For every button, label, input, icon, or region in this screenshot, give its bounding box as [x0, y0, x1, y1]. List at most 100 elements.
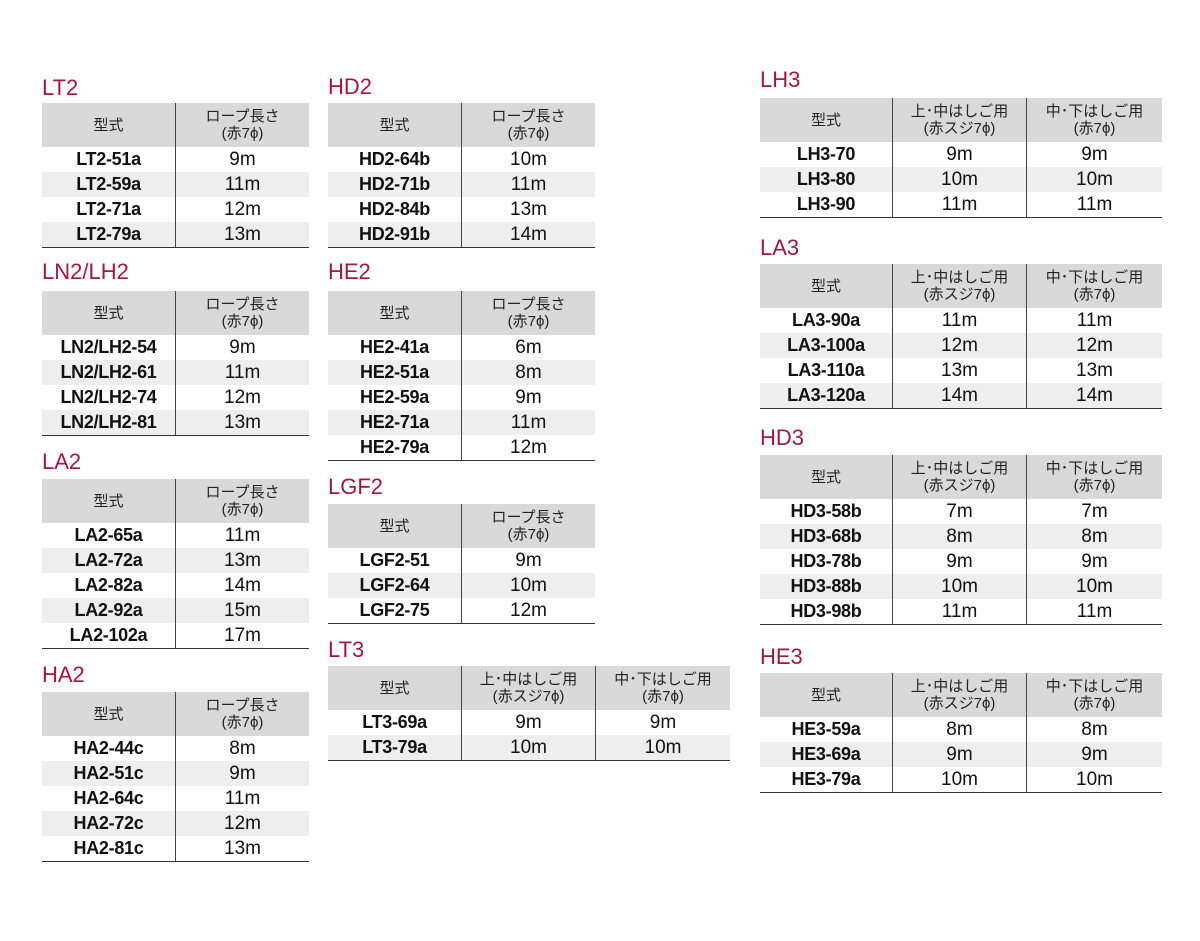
table-row: HE2-59a 9m — [328, 385, 595, 410]
header-row: 型式 ロープ長さ (赤7ϕ) — [42, 479, 309, 523]
length-cell: 9m — [175, 147, 309, 172]
header-cell: 型式 — [760, 455, 892, 499]
length-cell: 10m — [461, 735, 595, 760]
length-cell: 9m — [461, 710, 595, 735]
model-cell: LA2-102a — [69, 625, 148, 645]
model-cell: HE2-79a — [360, 437, 429, 457]
length-cell: 8m — [461, 360, 595, 385]
header-text: 型式 — [379, 517, 410, 535]
header-text: (赤7ϕ) — [1073, 120, 1116, 137]
model-cell: HD3-78b — [790, 551, 862, 571]
length-cell: 6m — [461, 335, 595, 360]
header-text: (赤スジ7ϕ) — [923, 477, 996, 494]
model-cell: LT2-51a — [76, 149, 141, 169]
table-row: LN2/LH2-54 9m — [42, 335, 309, 360]
length-cell: 10m — [461, 147, 595, 172]
header-text: (赤7ϕ) — [507, 526, 550, 543]
model-cell: HA2-64c — [73, 788, 144, 808]
table-row: LA2-65a 11m — [42, 523, 309, 548]
table-row: HA2-51c 9m — [42, 761, 309, 786]
table-row: HD3-78b 9m 9m — [760, 549, 1162, 574]
length-cell: 10m — [1026, 167, 1162, 192]
header-text: 型式 — [810, 111, 841, 129]
model-cell: LGF2-64 — [359, 575, 430, 595]
header-text: 中･下はしご用 — [1045, 460, 1144, 477]
header-text: (赤7ϕ) — [221, 125, 264, 142]
length-cell: 8m — [892, 524, 1026, 549]
model-cell: LA2-92a — [74, 600, 143, 620]
header-cell: 上･中はしご用 (赤スジ7ϕ) — [892, 98, 1026, 142]
length-cell: 14m — [892, 383, 1026, 408]
table-row: LA2-102a 17m — [42, 623, 309, 648]
header-cell: 型式 — [42, 291, 175, 335]
model-cell: HD3-68b — [790, 526, 862, 546]
header-row: 型式 ロープ長さ (赤7ϕ) — [328, 291, 595, 335]
header-text: ロープ長さ — [491, 108, 566, 125]
model-cell: LGF2-51 — [359, 550, 430, 570]
section-title: LN2/LH2 — [42, 259, 129, 284]
table-row: LGF2-75 12m — [328, 598, 595, 623]
header-row: 型式 上･中はしご用 (赤スジ7ϕ) 中･下はしご用 (赤7ϕ) — [328, 666, 730, 710]
header-row: 型式 ロープ長さ (赤7ϕ) — [42, 692, 309, 736]
table-row: HE3-79a 10m 10m — [760, 767, 1162, 792]
length-cell: 9m — [1026, 549, 1162, 574]
model-cell: HE3-59a — [791, 719, 861, 739]
model-cell: HD2-84b — [359, 199, 430, 219]
table-row: LT2-79a 13m — [42, 222, 309, 247]
model-cell: HA2-72c — [73, 813, 144, 833]
header-text: ロープ長さ — [491, 509, 566, 526]
length-cell: 11m — [175, 523, 309, 548]
length-cell: 9m — [175, 335, 309, 360]
spec-table: 型式 ロープ長さ (赤7ϕ) LA2-65a 11m LA2-72a 13m LA2-82a 1… — [42, 479, 309, 649]
table-row: HD3-88b 10m 10m — [760, 574, 1162, 599]
header-row: 型式 上･中はしご用 (赤スジ7ϕ) 中･下はしご用 (赤7ϕ) — [760, 455, 1162, 499]
header-text: 中･下はしご用 — [1045, 269, 1144, 286]
header-cell: 上･中はしご用 (赤スジ7ϕ) — [892, 673, 1026, 717]
model-cell: HA2-44c — [73, 738, 144, 758]
header-text: ロープ長さ — [491, 296, 566, 313]
header-row: 型式 ロープ長さ (赤7ϕ) — [42, 291, 309, 335]
header-text: 中･下はしご用 — [1045, 103, 1144, 120]
length-cell: 9m — [892, 549, 1026, 574]
length-cell: 9m — [1026, 742, 1162, 767]
length-cell: 12m — [892, 333, 1026, 358]
length-cell: 9m — [461, 548, 595, 573]
model-cell: LT2-79a — [76, 224, 141, 244]
table-row: HD3-58b 7m 7m — [760, 499, 1162, 524]
length-cell: 10m — [1026, 767, 1162, 792]
header-cell: ロープ長さ (赤7ϕ) — [175, 291, 309, 335]
header-text: (赤スジ7ϕ) — [923, 286, 996, 303]
header-cell: 型式 — [760, 98, 892, 142]
header-cell: 中･下はしご用 (赤7ϕ) — [1026, 455, 1162, 499]
header-text: (赤7ϕ) — [221, 501, 264, 518]
model-cell: HD3-98b — [790, 601, 862, 621]
header-text: (赤スジ7ϕ) — [923, 695, 996, 712]
table-row: HE3-59a 8m 8m — [760, 717, 1162, 742]
length-cell: 11m — [1026, 599, 1162, 624]
header-text: (赤7ϕ) — [221, 313, 264, 330]
header-text: 型式 — [93, 492, 124, 510]
header-text: 上･中はしご用 — [910, 678, 1009, 695]
header-cell: ロープ長さ (赤7ϕ) — [175, 479, 309, 523]
header-cell: 上･中はしご用 (赤スジ7ϕ) — [892, 264, 1026, 308]
header-row: 型式 上･中はしご用 (赤スジ7ϕ) 中･下はしご用 (赤7ϕ) — [760, 98, 1162, 142]
table-row: LA3-120a 14m 14m — [760, 383, 1162, 408]
model-cell: LT2-71a — [76, 199, 141, 219]
model-cell: HD3-88b — [790, 576, 862, 596]
header-cell: 中･下はしご用 (赤7ϕ) — [1026, 673, 1162, 717]
table-row: HA2-64c 11m — [42, 786, 309, 811]
table-row: HE2-41a 6m — [328, 335, 595, 360]
model-cell: LT2-59a — [76, 174, 141, 194]
model-cell: LN2/LH2-54 — [60, 337, 157, 357]
table-row: HE3-69a 9m 9m — [760, 742, 1162, 767]
length-cell: 12m — [461, 435, 595, 460]
header-cell: ロープ長さ (赤7ϕ) — [461, 504, 595, 548]
header-text: (赤7ϕ) — [1073, 695, 1116, 712]
header-text: 型式 — [379, 679, 410, 697]
header-row: 型式 ロープ長さ (赤7ϕ) — [328, 504, 595, 548]
header-text: 上･中はしご用 — [910, 103, 1009, 120]
model-cell: HE3-69a — [791, 744, 861, 764]
header-cell: ロープ長さ (赤7ϕ) — [461, 291, 595, 335]
header-text: 型式 — [810, 277, 841, 295]
model-cell: LH3-70 — [796, 144, 856, 164]
